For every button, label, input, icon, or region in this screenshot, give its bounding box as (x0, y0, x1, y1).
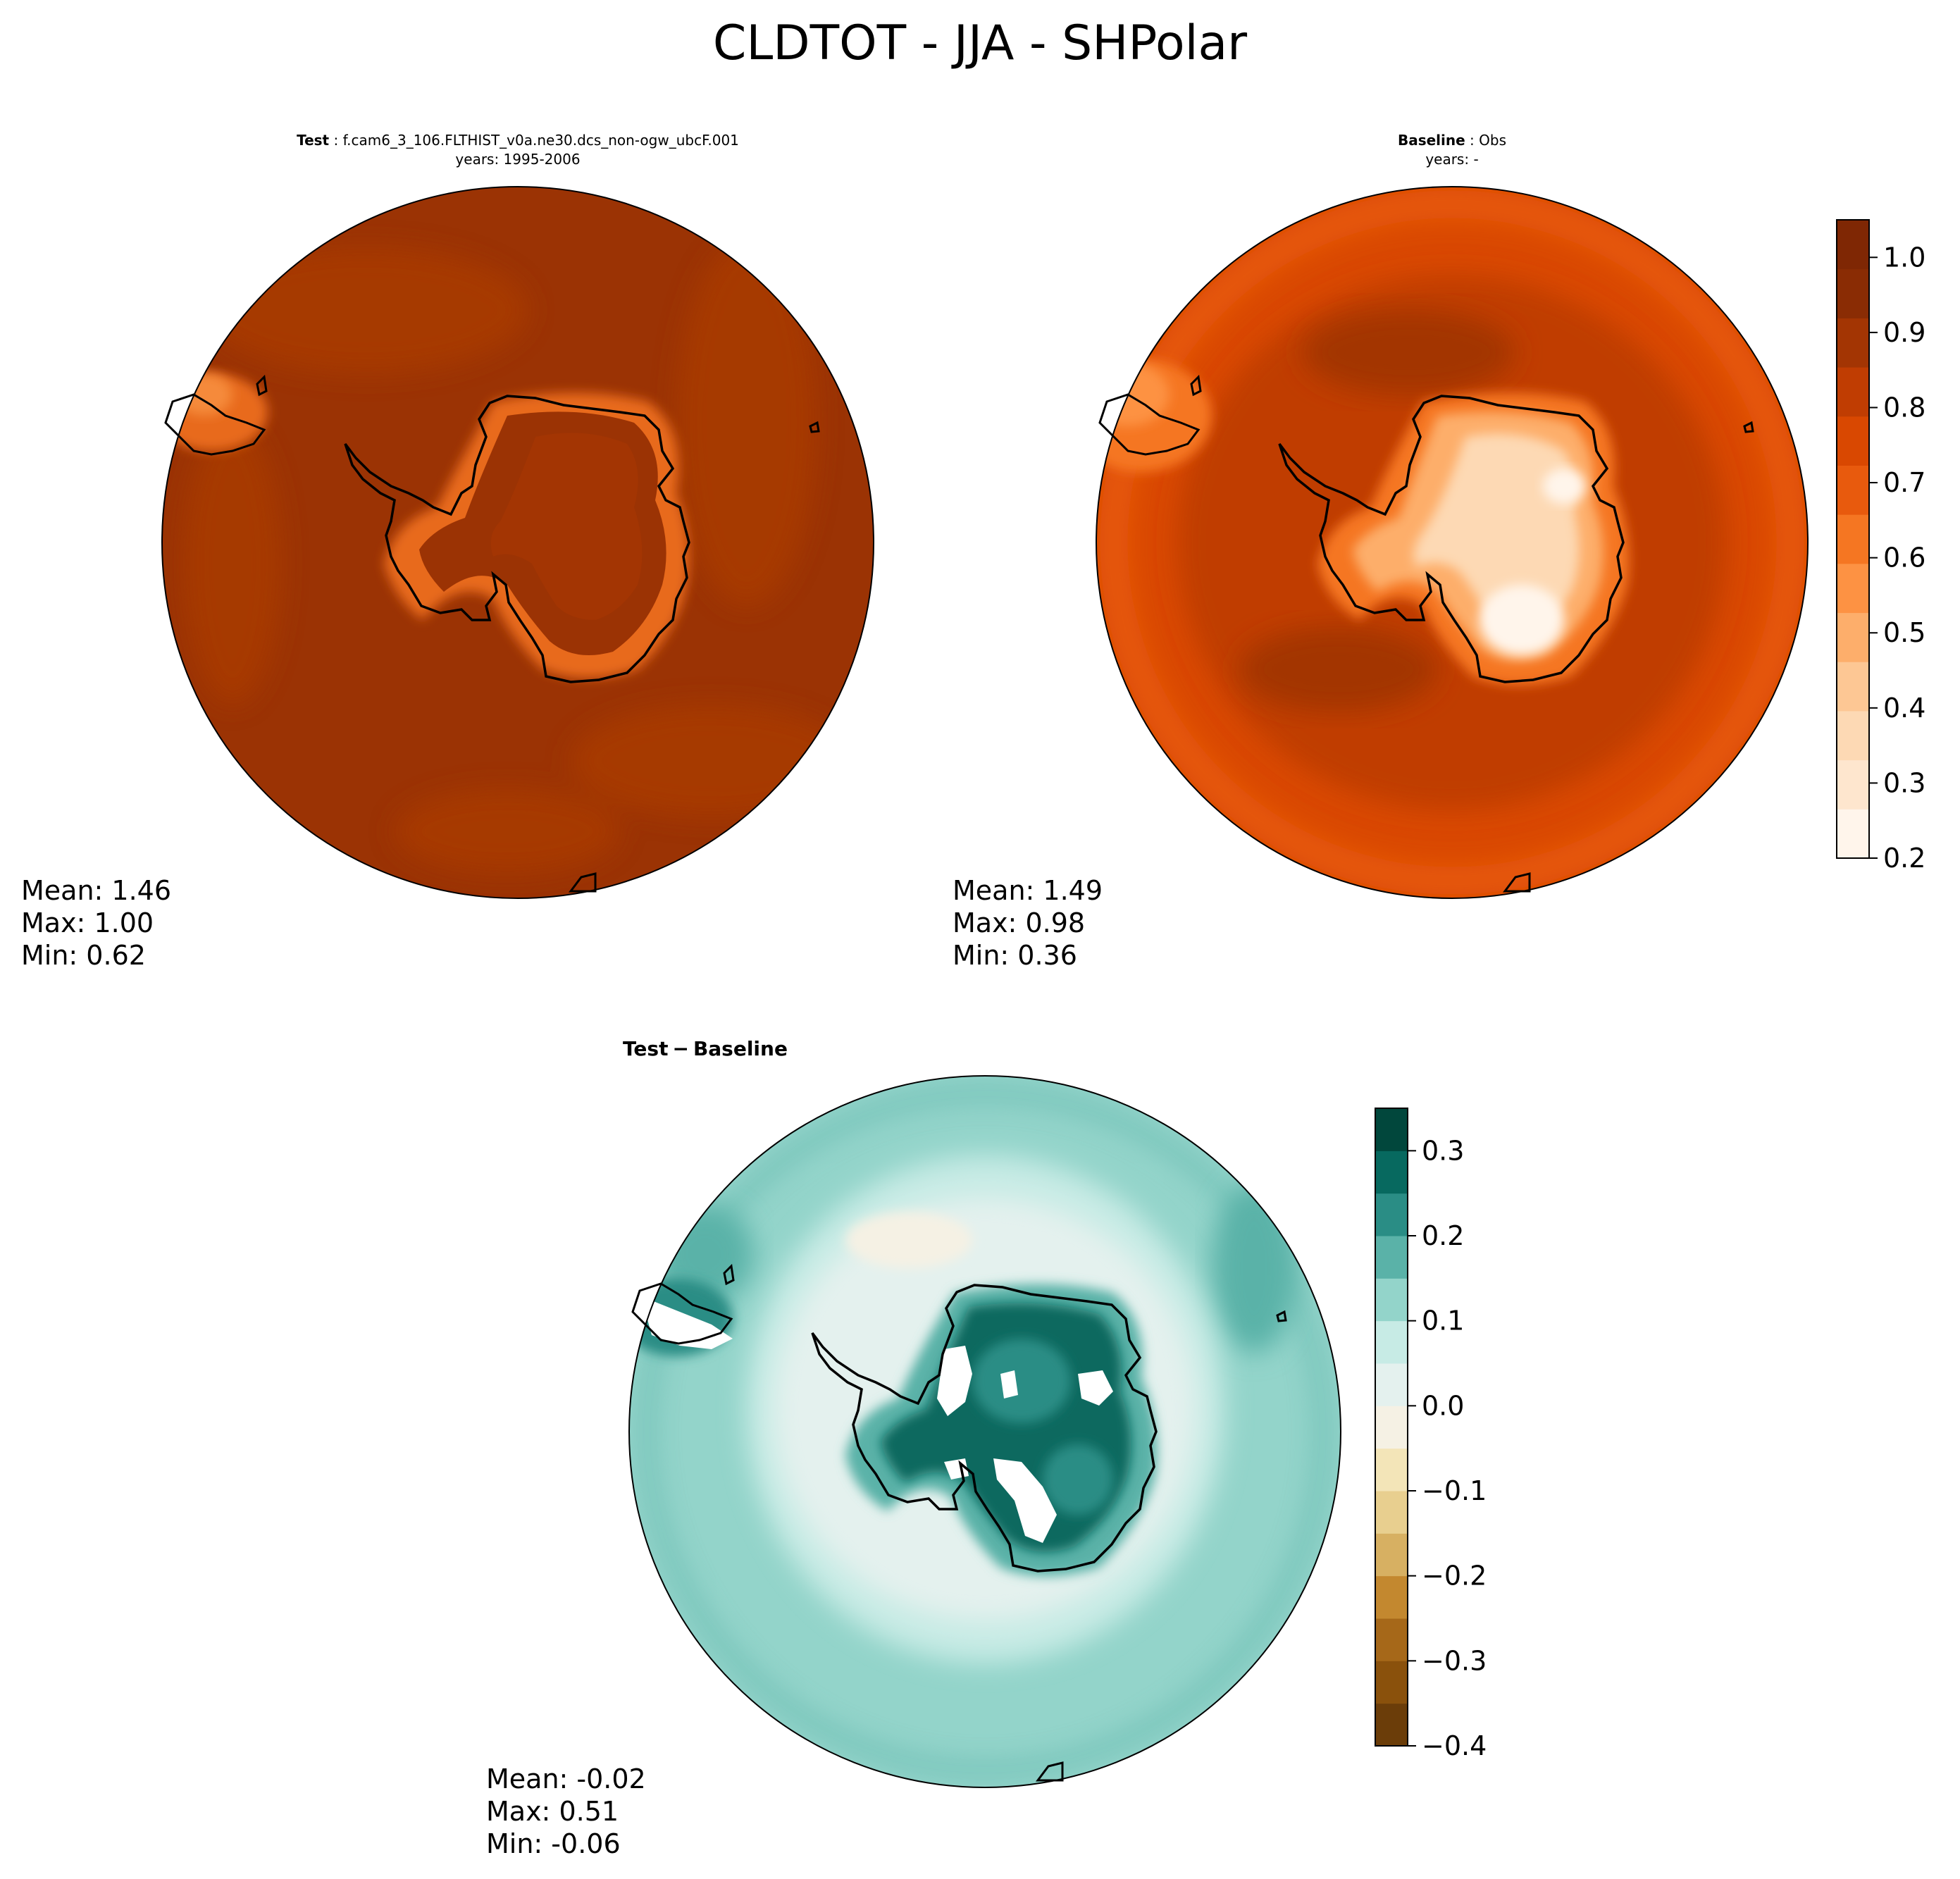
diff-colorbar-frame (1375, 1108, 1408, 1747)
baseline-label: Baseline (1398, 132, 1465, 149)
diff-colorbar-tick-label: 0.3 (1422, 1135, 1464, 1166)
main-colorbar-segment (1837, 465, 1869, 515)
baseline-panel-title: Baseline : Obs (1398, 132, 1506, 149)
diff-min: Min: -0.06 (486, 1828, 621, 1859)
test-label: Test (297, 132, 329, 149)
main-colorbar-segment (1837, 416, 1869, 466)
test-map (162, 187, 874, 898)
diff-colorbar-segment (1375, 1448, 1408, 1492)
main-colorbar-segment (1837, 759, 1869, 810)
test-panel-title: Test : f.cam6_3_106.FLTHIST_v0a.ne30.dcs… (297, 132, 739, 149)
diff-mean: Mean: -0.02 (486, 1763, 646, 1794)
diff-colorbar-segment (1375, 1193, 1408, 1236)
main-colorbar-segment (1837, 809, 1869, 859)
diff-colorbar-tick-label: −0.4 (1422, 1730, 1487, 1761)
diff-colorbar-tick-label: 0.0 (1422, 1390, 1464, 1421)
diff-colorbar-tick-label: −0.1 (1422, 1475, 1487, 1506)
diff-colorbar-segment (1375, 1703, 1408, 1747)
diff-colorbar-tick-label: −0.3 (1422, 1645, 1487, 1676)
main-colorbar-tick-label: 0.3 (1883, 767, 1925, 798)
diff-colorbar-segment (1375, 1533, 1408, 1577)
diff-map (629, 1076, 1341, 1787)
diff-colorbar-segment (1375, 1320, 1408, 1364)
baseline-years: years: - (1425, 151, 1478, 168)
diff-colorbar-segment (1375, 1108, 1408, 1151)
test-coastline (344, 395, 690, 683)
diff-panel-title: Test − Baseline (623, 1037, 788, 1060)
main-colorbar-tick-label: 1.0 (1883, 242, 1925, 273)
baseline-max: Max: 0.98 (953, 907, 1085, 938)
diff-colorbar-segment (1375, 1236, 1408, 1279)
main-colorbar-tick-label: 0.4 (1883, 693, 1925, 724)
main-colorbar-tick-label: 0.9 (1883, 317, 1925, 348)
baseline-case-name: Obs (1479, 132, 1506, 149)
main-colorbar-segment (1837, 268, 1869, 318)
diff-colorbar-tick-label: −0.2 (1422, 1561, 1487, 1592)
baseline-coastline (1278, 395, 1625, 683)
main-colorbar-tick-label: 0.8 (1883, 392, 1925, 423)
main-colorbar-segment (1837, 612, 1869, 662)
main-colorbar-segment (1837, 563, 1869, 614)
diff-title-test: Test (623, 1037, 668, 1060)
diff-colorbar-segment (1375, 1491, 1408, 1534)
test-case-name: f.cam6_3_106.FLTHIST_v0a.ne30.dcs_non-og… (343, 132, 739, 149)
diff-colorbar-tick-label: 0.1 (1422, 1306, 1464, 1337)
baseline-map (1096, 187, 1808, 898)
test-max: Max: 1.00 (21, 907, 154, 938)
main-colorbar-tick-label: 0.5 (1883, 617, 1925, 648)
diff-max: Max: 0.51 (486, 1796, 619, 1827)
main-colorbar-segment (1837, 710, 1869, 761)
main-colorbar-segment (1837, 662, 1869, 712)
diff-colorbar-segment (1375, 1406, 1408, 1449)
main-colorbar-tick-label: 0.6 (1883, 542, 1925, 573)
test-years: years: 1995-2006 (455, 151, 580, 168)
main-colorbar-segment (1837, 367, 1869, 417)
diff-colorbar: −0.4 −0.3 −0.2 −0.1 0.0 0.1 0.2 0.3 (1375, 1108, 1487, 1761)
main-colorbar-frame (1836, 219, 1870, 859)
main-colorbar-segment (1837, 514, 1869, 564)
main-colorbar-segment (1837, 318, 1869, 368)
diff-colorbar-segment (1375, 1661, 1408, 1704)
diff-title-sep: − (672, 1037, 688, 1060)
main-colorbar-tick-label: 0.2 (1883, 843, 1925, 874)
baseline-mean: Mean: 1.49 (953, 875, 1103, 906)
diff-colorbar-segment (1375, 1618, 1408, 1661)
figure-suptitle: CLDTOT - JJA - SHPolar (713, 15, 1247, 71)
test-min: Min: 0.62 (21, 940, 146, 971)
main-colorbar-segment (1837, 220, 1869, 270)
diff-colorbar-segment (1375, 1151, 1408, 1194)
diff-colorbar-segment (1375, 1363, 1408, 1406)
main-colorbar: 0.2 0.3 0.4 0.5 0.6 0.7 0.8 0.9 1.0 (1836, 219, 1925, 874)
diff-colorbar-tick-label: 0.2 (1422, 1220, 1464, 1251)
diff-title-baseline: Baseline (693, 1037, 788, 1060)
diff-colorbar-segment (1375, 1278, 1408, 1322)
diff-colorbar-segment (1375, 1575, 1408, 1619)
main-colorbar-tick-label: 0.7 (1883, 467, 1925, 498)
diff-coastline (811, 1284, 1158, 1573)
test-mean: Mean: 1.46 (21, 875, 171, 906)
baseline-min: Min: 0.36 (953, 940, 1077, 971)
